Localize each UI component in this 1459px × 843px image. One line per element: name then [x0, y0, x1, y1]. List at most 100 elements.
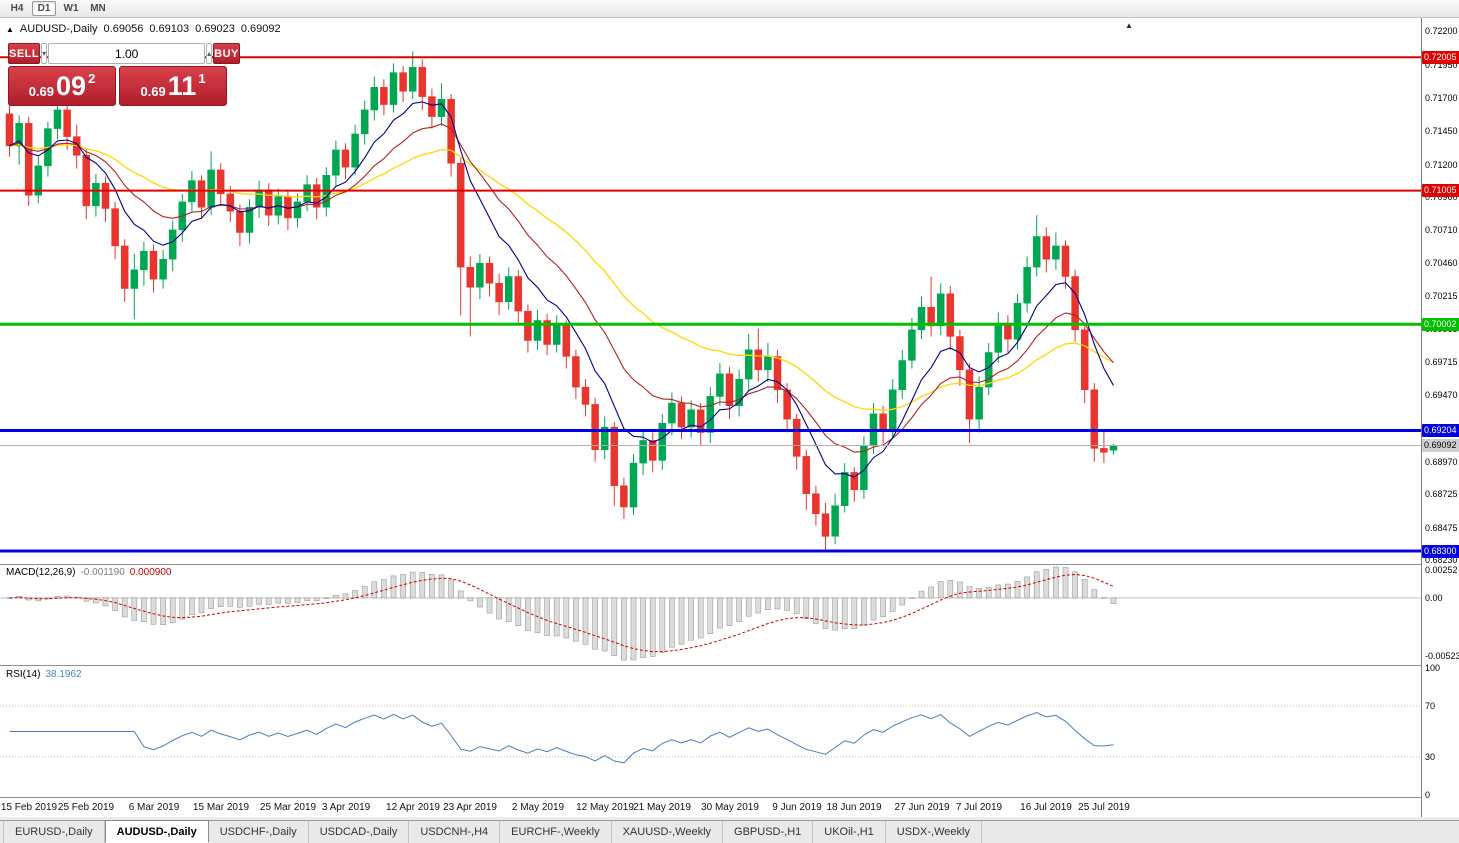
price-axis-label: 0.72200	[1425, 26, 1458, 36]
rsi-indicator-label: RSI(14) 38.1962	[6, 669, 82, 680]
chart-tab-bar: EURUSD-,Daily AUDUSD-,Daily USDCHF-,Daily U…	[0, 820, 1459, 843]
sell-price-pip: 2	[88, 71, 96, 86]
price-axis-label: 0.70215	[1425, 291, 1458, 301]
volume-input[interactable]	[48, 43, 206, 64]
chart-window[interactable]: ▲ AUDUSD-,Daily 0.69056 0.69103 0.69023 …	[0, 18, 1459, 820]
chart-tab-xauusd-weekly[interactable]: XAUUSD-,Weekly	[612, 821, 724, 843]
one-click-trade-panel: SELL ▾ ▴ BUY 0.69 09 2 0.69 11 1	[8, 43, 240, 106]
rsi-axis-label: 0	[1425, 790, 1431, 800]
ohlc-low: 0.69023	[195, 23, 235, 35]
sell-price-big: 09	[56, 71, 87, 101]
date-axis-label: 23 Apr 2019	[443, 802, 497, 813]
chart-tab-usdchf-daily[interactable]: USDCHF-,Daily	[209, 821, 309, 843]
buy-price-stem: 0.69	[140, 84, 166, 99]
macd-indicator-label: MACD(12,26,9) -0.001190 0.000900	[6, 567, 171, 578]
price-axis-badge: 0.69092	[1422, 439, 1459, 452]
volume-up-icon[interactable]: ▴	[206, 43, 213, 64]
rsi-axis-label: 70	[1425, 701, 1436, 711]
date-axis-label: 15 Mar 2019	[192, 802, 250, 813]
date-axis-label: 18 Jun 2019	[826, 802, 882, 813]
price-axis-label: 0.68725	[1425, 489, 1458, 499]
rsi-axis-label: 30	[1425, 752, 1436, 762]
price-axis-badge: 0.69204	[1422, 424, 1459, 437]
macd-axis-label: 0.00	[1425, 593, 1443, 603]
sell-price-button[interactable]: 0.69 09 2	[8, 66, 116, 106]
price-axis-badge: 0.70002	[1422, 318, 1459, 331]
chart-tab-ukoil-h1[interactable]: UKOil-,H1	[813, 821, 886, 843]
price-axis-label: 0.71700	[1425, 93, 1458, 103]
price-axis-label: 0.70460	[1425, 258, 1458, 268]
scroll-anchor-icon[interactable]: ▲	[1125, 21, 1133, 30]
timeframe-button-mn[interactable]: MN	[90, 3, 106, 14]
chart-tab-usdcad-daily[interactable]: USDCAD-,Daily	[309, 821, 410, 843]
timeframe-button-h4[interactable]: H4	[10, 3, 24, 14]
price-axis-label: 0.69715	[1425, 357, 1458, 367]
sell-price-stem: 0.69	[28, 84, 55, 99]
ohlc-close: 0.69092	[240, 23, 281, 35]
price-axis-badge: 0.72005	[1422, 51, 1459, 64]
rsi-value: 38.1962	[45, 669, 82, 680]
chart-symbol: AUDUSD-,Daily	[19, 23, 98, 35]
rsi-axis-label: 100	[1425, 663, 1441, 673]
chart-tab-eurchf-weekly[interactable]: EURCHF-,Weekly	[500, 821, 612, 843]
macd-axis-label: 0.00252	[1425, 565, 1458, 575]
buy-price-pip: 1	[198, 71, 206, 86]
rsi-pane	[0, 705, 1421, 764]
price-axis-label: 0.70710	[1425, 225, 1458, 235]
buy-price-big: 11	[167, 71, 197, 101]
macd-name: MACD(12,26,9)	[6, 567, 76, 578]
buy-button[interactable]: BUY	[213, 43, 240, 64]
date-axis-label: 16 Jul 2019	[1020, 802, 1072, 813]
date-axis-label: 21 May 2019	[633, 802, 691, 813]
macd-main-value: -0.001190	[80, 567, 125, 578]
macd-pane	[0, 566, 1421, 661]
buy-price-button[interactable]: 0.69 11 1	[119, 66, 227, 106]
symbol-marker-icon: ▲	[6, 24, 14, 34]
price-axis[interactable]: 0.72200 0.71950 0.71700 0.71450 0.71200 0.709…	[1421, 18, 1459, 817]
chart-tab-eurusd-daily[interactable]: EURUSD-,Daily	[3, 821, 105, 843]
price-axis-label: 0.68230	[1425, 555, 1458, 565]
chart-tab-usdcnh-h4[interactable]: USDCNH-,H4	[409, 821, 501, 843]
rsi-name: RSI(14)	[6, 669, 41, 680]
date-axis-label: 12 Apr 2019	[386, 802, 440, 813]
chart-tab-audusd-daily[interactable]: AUDUSD-,Daily	[104, 820, 209, 843]
price-axis-label: 0.68475	[1425, 523, 1458, 533]
chart-title: ▲ AUDUSD-,Daily 0.69056 0.69103 0.69023 …	[6, 23, 281, 35]
chart-tab-usdx-weekly[interactable]: USDX-,Weekly	[886, 821, 982, 843]
chart-tab-gbpusd-h1[interactable]: GBPUSD-,H1	[723, 821, 814, 843]
price-axis-label: 0.68970	[1425, 457, 1458, 467]
price-axis-label: 0.69470	[1425, 390, 1458, 400]
price-chart-canvas[interactable]	[0, 18, 1421, 820]
volume-dropdown-icon[interactable]: ▾	[41, 43, 48, 64]
ohlc-high: 0.69103	[149, 23, 190, 35]
price-axis-label: 0.71200	[1425, 160, 1458, 170]
timeframe-button-d1[interactable]: D1	[32, 1, 56, 16]
price-axis-label: 0.71950	[1425, 60, 1458, 70]
date-axis-label: 2 May 2019	[511, 802, 565, 813]
sell-button[interactable]: SELL	[8, 43, 41, 64]
price-axis-badge: 0.68300	[1422, 545, 1459, 558]
ohlc-open: 0.69056	[103, 23, 144, 35]
timeframe-button-w1[interactable]: W1	[63, 3, 79, 14]
date-axis[interactable]: 15 Feb 2019 25 Feb 2019 6 Mar 2019 15 Mar 2…	[0, 798, 1421, 817]
date-axis-label: 15 Feb 2019	[0, 802, 58, 813]
date-axis-label: 30 May 2019	[701, 802, 759, 813]
date-axis-label: 6 Mar 2019	[128, 802, 180, 813]
price-axis-label: 0.71450	[1425, 126, 1458, 136]
horizontal-level-lines	[0, 56, 1421, 553]
price-axis-badge: 0.71005	[1422, 184, 1459, 197]
bottom-strip	[0, 817, 1459, 820]
candlestick-series	[5, 51, 1118, 551]
date-axis-label: 25 Feb 2019	[57, 802, 115, 813]
date-axis-label: 25 Mar 2019	[259, 802, 317, 813]
date-axis-label: 3 Apr 2019	[321, 802, 371, 813]
date-axis-label: 7 Jul 2019	[955, 802, 1003, 813]
date-axis-label: 25 Jul 2019	[1078, 802, 1130, 813]
date-axis-label: 27 Jun 2019	[894, 802, 950, 813]
price-axis-label: 0.70960	[1425, 192, 1458, 202]
timeframe-toolbar: H4 D1 W1 MN	[0, 0, 1459, 18]
date-axis-label: 9 Jun 2019	[772, 802, 822, 813]
pane-separators	[0, 564, 1421, 798]
date-axis-label: 12 May 2019	[576, 802, 634, 813]
